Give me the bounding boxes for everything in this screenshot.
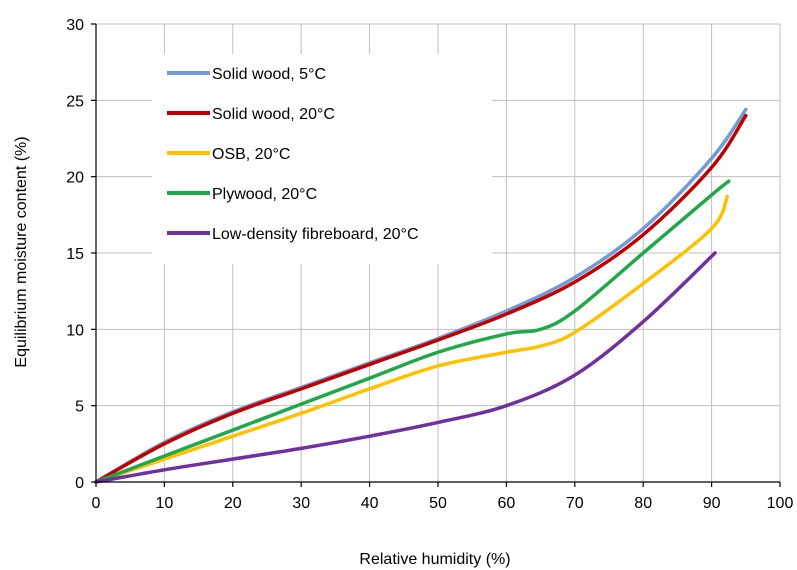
x-tick-label: 50 (429, 495, 447, 512)
legend: Solid wood, 5°C Solid wood, 20°C OSB, 20°C… (167, 66, 419, 243)
y-tick-label: 10 (66, 322, 84, 339)
x-tick-label: 10 (156, 495, 174, 512)
x-tick-label: 60 (498, 495, 516, 512)
legend-label: Low-density fibreboard, 20°C (212, 226, 419, 243)
series-lines (94, 107, 748, 484)
y-tick-label: 5 (75, 399, 84, 416)
x-tick-label: 70 (566, 495, 584, 512)
series-line-4 (94, 179, 731, 484)
y-tick-label: 0 (75, 475, 84, 492)
axes (91, 23, 781, 487)
x-tick-label: 20 (224, 495, 242, 512)
legend-label: Solid wood, 5°C (212, 66, 326, 83)
series-line-3 (94, 194, 730, 484)
x-tick-label: 100 (767, 495, 794, 512)
series-line-2 (94, 113, 748, 484)
legend-label: Plywood, 20°C (212, 186, 317, 203)
y-tick-label: 15 (66, 246, 84, 263)
x-axis-title: Relative humidity (%) (359, 551, 510, 568)
y-tick-label: 25 (66, 93, 84, 110)
legend-background (152, 54, 492, 264)
legend-label: OSB, 20°C (212, 146, 290, 163)
x-tick-label: 30 (292, 495, 310, 512)
x-tick-label: 90 (703, 495, 721, 512)
tick-labels: 0 10 20 30 40 50 60 70 80 90 100 0 5 10 15 20 25 30 (66, 17, 793, 512)
x-tick-label: 40 (361, 495, 379, 512)
series-line-5 (94, 251, 717, 484)
y-axis-title: Equilibrium moisture content (%) (13, 136, 30, 367)
x-tick-label: 0 (92, 495, 101, 512)
y-tick-label: 30 (66, 17, 84, 34)
y-tick-label: 20 (66, 170, 84, 187)
x-tick-label: 80 (634, 495, 652, 512)
legend-label: Solid wood, 20°C (212, 106, 335, 123)
